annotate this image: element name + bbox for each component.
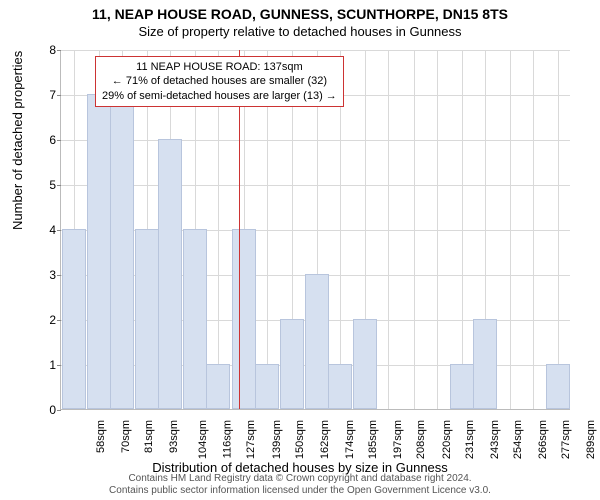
gridline-h <box>61 185 570 186</box>
x-tick-label: 174sqm <box>344 420 356 459</box>
page-title: 11, NEAP HOUSE ROAD, GUNNESS, SCUNTHORPE… <box>0 0 600 22</box>
histogram-bar <box>305 274 329 409</box>
x-tick-label: 70sqm <box>120 420 132 453</box>
histogram-bar <box>62 229 86 409</box>
x-tick-label: 127sqm <box>246 420 258 459</box>
x-tick-label: 220sqm <box>441 420 453 459</box>
gridline-v <box>414 50 415 409</box>
y-tick-label: 7 <box>36 88 56 102</box>
footer-line-2: Contains public sector information licen… <box>0 485 600 497</box>
histogram-bar <box>255 364 279 409</box>
footer: Contains HM Land Registry data © Crown c… <box>0 473 600 497</box>
gridline-v <box>558 50 559 409</box>
x-tick-label: 58sqm <box>95 420 107 453</box>
histogram-bar <box>353 319 377 409</box>
x-tick-label: 162sqm <box>319 420 331 459</box>
annotation-line: ← 71% of detached houses are smaller (32… <box>102 74 337 88</box>
gridline-v <box>533 50 534 409</box>
footer-line-1: Contains HM Land Registry data © Crown c… <box>0 473 600 485</box>
y-tick-label: 2 <box>36 313 56 327</box>
x-tick-label: 254sqm <box>512 420 524 459</box>
histogram-bar <box>546 364 570 409</box>
histogram-bar <box>473 319 497 409</box>
histogram-bar <box>158 139 182 409</box>
y-tick-label: 1 <box>36 358 56 372</box>
x-tick-label: 289sqm <box>586 420 598 459</box>
y-tick-label: 5 <box>36 178 56 192</box>
histogram-bar <box>232 229 256 409</box>
x-tick-label: 93sqm <box>168 420 180 453</box>
histogram-bar <box>183 229 207 409</box>
x-tick-label: 243sqm <box>489 420 501 459</box>
page-subtitle: Size of property relative to detached ho… <box>0 22 600 39</box>
gridline-h <box>61 50 570 51</box>
histogram-bar <box>206 364 230 409</box>
y-tick-label: 3 <box>36 268 56 282</box>
y-tick-label: 4 <box>36 223 56 237</box>
y-tick-label: 0 <box>36 403 56 417</box>
gridline-v <box>437 50 438 409</box>
x-tick-label: 197sqm <box>392 420 404 459</box>
histogram-bar <box>135 229 159 409</box>
histogram-bar <box>110 94 134 409</box>
x-tick-label: 208sqm <box>416 420 428 459</box>
annotation-line: 11 NEAP HOUSE ROAD: 137sqm <box>102 60 337 74</box>
annotation-box: 11 NEAP HOUSE ROAD: 137sqm← 71% of detac… <box>95 56 344 107</box>
gridline-v <box>388 50 389 409</box>
x-tick-label: 266sqm <box>537 420 549 459</box>
x-tick-label: 150sqm <box>294 420 306 459</box>
x-tick-label: 185sqm <box>367 420 379 459</box>
histogram-bar <box>328 364 352 409</box>
annotation-line: 29% of semi-detached houses are larger (… <box>102 89 337 103</box>
gridline-v <box>510 50 511 409</box>
y-tick-label: 8 <box>36 43 56 57</box>
x-tick-label: 104sqm <box>197 420 209 459</box>
histogram-bar <box>280 319 304 409</box>
x-tick-label: 81sqm <box>143 420 155 453</box>
gridline-v <box>462 50 463 409</box>
histogram-bar <box>87 94 111 409</box>
y-axis-label: Number of detached properties <box>10 51 25 230</box>
x-tick-label: 277sqm <box>560 420 572 459</box>
x-tick-label: 139sqm <box>271 420 283 459</box>
histogram-bar <box>450 364 474 409</box>
gridline-h <box>61 140 570 141</box>
y-tick-label: 6 <box>36 133 56 147</box>
x-tick-label: 231sqm <box>464 420 476 459</box>
x-tick-label: 116sqm <box>222 420 234 458</box>
